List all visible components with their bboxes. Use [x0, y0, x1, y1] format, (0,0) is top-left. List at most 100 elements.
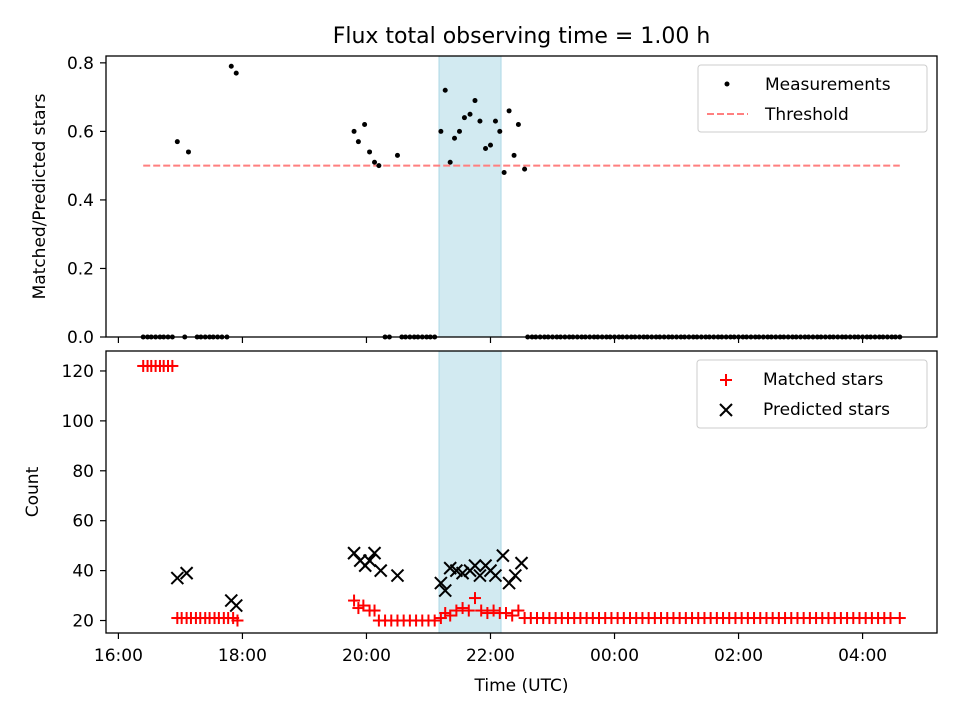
bottom-panel: 20 40 60 80 100 120 16:00 18:00 20:00 22:00 00:00… — [23, 350, 938, 696]
matched-star-point — [462, 604, 475, 617]
bottom-legend-box — [696, 359, 928, 429]
predicted-star-point — [390, 568, 405, 583]
predicted-x-b — [179, 566, 194, 580]
measurement-point — [351, 128, 357, 134]
matched-star-point — [468, 592, 481, 605]
matched-star-point — [348, 594, 361, 607]
top-highlight-layer — [438, 55, 502, 338]
measurement-point — [506, 108, 512, 114]
bottom-y-tick-label: 100 — [62, 412, 94, 432]
top-y-axis-label: Matched/Predicted stars — [30, 93, 50, 299]
predicted-star-point — [229, 598, 243, 613]
predicted-x-b — [455, 566, 470, 580]
top-y-tick-label: 0.0 — [67, 328, 94, 348]
predicted-star-point — [514, 556, 529, 570]
matched-star-point — [475, 604, 488, 617]
bottom-x-ticks: 16:00 18:00 20:00 22:00 00:00 02:00 04:00 — [94, 633, 887, 666]
measurement-point — [447, 159, 453, 165]
predicted-x-b — [514, 556, 529, 570]
predicted-star-point — [468, 558, 482, 573]
measurement-point — [355, 139, 361, 145]
predicted-star-point — [508, 568, 523, 583]
measurement-point — [501, 170, 507, 176]
measurement-point — [461, 115, 467, 121]
predicted-star-point — [455, 566, 470, 580]
predicted-x-b — [374, 563, 388, 578]
bottom-y-ticks: 20 40 60 80 100 120 — [62, 362, 106, 632]
predicted-star-point — [179, 566, 194, 580]
x-tick-label: 20:00 — [342, 646, 391, 666]
bottom-y-tick-label: 120 — [62, 362, 94, 382]
predicted-x-b — [434, 576, 448, 590]
x-tick-label: 00:00 — [590, 646, 639, 666]
predicted-star-point — [362, 553, 377, 568]
top-y-tick-label: 0.4 — [67, 191, 94, 211]
bottom-y-tick-label: 40 — [72, 562, 94, 582]
legend-measurements-label: Measurements — [765, 75, 891, 95]
matched-star-point — [444, 609, 457, 622]
matched-star-point — [499, 607, 512, 620]
top-y-tick-label: 0.8 — [67, 54, 94, 74]
measurement-point — [497, 128, 503, 134]
predicted-star-point — [438, 583, 452, 598]
measurement-point — [472, 98, 478, 104]
predicted-star-point — [434, 576, 448, 590]
x-axis-label: Time (UTC) — [474, 676, 569, 696]
chart-title: Flux total observing time = 1.00 h — [333, 24, 711, 49]
legend-matched-marker — [720, 374, 732, 386]
predicted-x-b — [362, 553, 377, 568]
measurement-point — [362, 122, 368, 128]
measurement-point — [376, 163, 382, 169]
legend-matched-label: Matched stars — [763, 370, 883, 390]
top-y-tick-label: 0.6 — [67, 122, 94, 142]
measurement-point — [483, 146, 489, 152]
x-tick-label: 22:00 — [466, 646, 515, 666]
legend-predicted-marker — [719, 403, 733, 417]
matched-star-point — [428, 614, 441, 627]
predicted-x-b — [438, 583, 452, 598]
bottom-highlight-layer — [438, 350, 502, 634]
predicted-star-point — [473, 568, 487, 583]
matched-star-point — [893, 612, 906, 625]
measurement-point — [477, 118, 483, 124]
matched-star-point — [506, 609, 519, 622]
matched-star-point — [512, 604, 525, 617]
bottom-y-axis-label: Count — [23, 466, 43, 517]
matched-star-point — [368, 604, 381, 617]
measurement-point — [367, 149, 373, 155]
legend-measurements-marker — [724, 81, 730, 87]
matched-star-point — [231, 614, 244, 627]
predicted-x-b — [449, 563, 464, 578]
measurement-point — [452, 135, 458, 141]
bottom-data-layer — [137, 359, 906, 627]
bottom-y-tick-label: 80 — [72, 462, 94, 482]
matched-star-point — [487, 604, 500, 617]
top-y-ticks: 0.0 0.2 0.4 0.6 0.8 — [67, 54, 106, 348]
matched-star-point — [357, 599, 370, 612]
predicted-x-b — [488, 568, 503, 583]
top-x-ticks — [117, 337, 864, 343]
bottom-y-tick-label: 60 — [72, 512, 94, 532]
measurement-point — [511, 152, 517, 158]
predicted-x-b — [473, 568, 487, 583]
measurement-point — [228, 63, 234, 69]
x-tick-label: 18:00 — [218, 646, 267, 666]
predicted-x-b — [347, 546, 361, 560]
matched-star-point — [456, 602, 469, 615]
predicted-x-b — [496, 548, 510, 563]
x-tick-label: 16:00 — [94, 646, 143, 666]
measurement-point — [372, 159, 378, 165]
top-y-tick-label: 0.2 — [67, 259, 94, 279]
measurement-point — [467, 111, 473, 117]
top-axes-frame — [105, 55, 938, 338]
predicted-star-point — [367, 546, 382, 560]
predicted-star-point — [374, 563, 388, 578]
bottom-y-tick-label: 20 — [72, 612, 94, 632]
measurement-point — [438, 128, 444, 134]
predicted-x-b — [229, 598, 243, 613]
predicted-x-b — [468, 558, 482, 573]
measurement-point — [174, 139, 180, 145]
top-legend-box — [697, 64, 928, 133]
predicted-star-point — [488, 568, 503, 583]
measurement-point — [487, 142, 493, 148]
